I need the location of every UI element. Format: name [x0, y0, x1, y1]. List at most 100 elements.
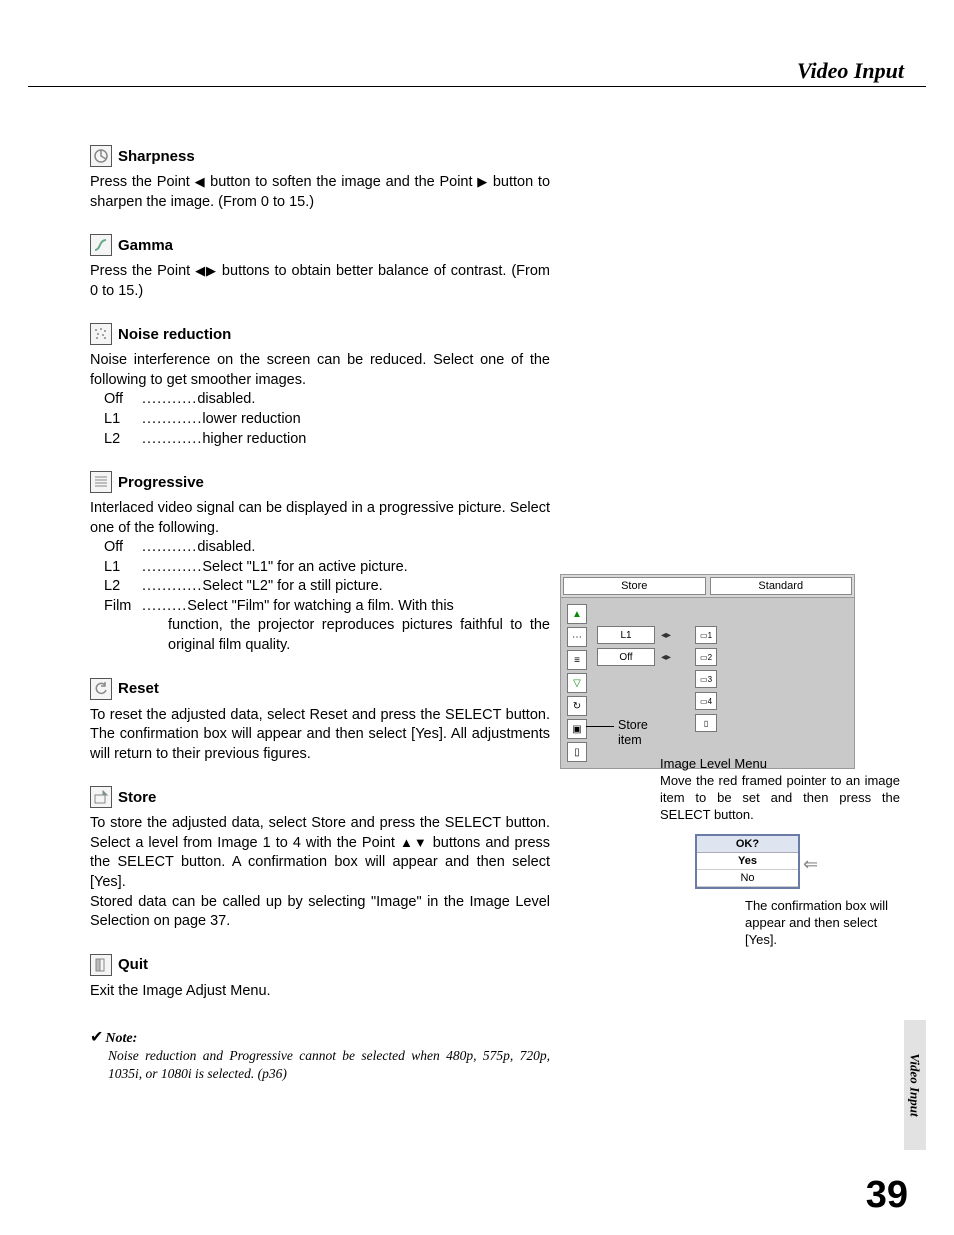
opt-key: L2 [104, 430, 142, 450]
up-arrow-icon[interactable]: ▲ [567, 604, 587, 624]
fig1-caption: Image Level Menu Move the red framed poi… [660, 756, 900, 824]
section-progressive: Progressive Interlaced video signal can … [90, 471, 550, 656]
caption-title: Image Level Menu [660, 756, 900, 773]
opt-val: Select "Film" for watching a film. With … [187, 597, 454, 617]
image-4-icon[interactable]: ▭4 [695, 692, 717, 710]
section-reset: Reset To reset the adjusted data, select… [90, 678, 550, 765]
progressive-icon [90, 471, 112, 493]
opt-val: Select "L2" for a still picture. [202, 577, 382, 597]
ud-arrow-glyph: ▲▼ [400, 835, 428, 850]
pointer-arrow-icon: ⇐ [803, 854, 818, 875]
header-rule [28, 86, 926, 87]
progressive-title: Progressive [118, 474, 204, 491]
gamma-title: Gamma [118, 237, 173, 254]
noise-opt: L2............higher reduction [104, 430, 550, 450]
noise-opt: L1............lower reduction [104, 410, 550, 430]
figure-store-menu: Store Standard ▲ ⋯ ≡ ▽ ↻ ▣ ▯ L1 ◂▸ Off ◂… [560, 574, 855, 769]
reset-mini-icon[interactable]: ↻ [567, 696, 587, 716]
right-arrow-glyph: ▶ [477, 174, 488, 189]
store-mini-icon[interactable]: ▣ [567, 719, 587, 739]
note-head: Note: [105, 1031, 137, 1046]
opt-dots: ........... [142, 538, 197, 558]
section-sharpness: Sharpness Press the Point ◀ button to so… [90, 145, 550, 212]
callout-text: item [618, 733, 648, 748]
noise-opt: Off...........disabled. [104, 390, 550, 410]
quit-body: Exit the Image Adjust Menu. [90, 982, 550, 1002]
prog-opt: Film.........Select "Film" for watching … [104, 597, 550, 617]
page-number: 39 [866, 1174, 908, 1217]
noise-icon [90, 323, 112, 345]
tab-store[interactable]: Store [563, 577, 706, 595]
sharpness-title: Sharpness [118, 148, 195, 165]
prog-opt: L2............Select "L2" for a still pi… [104, 577, 550, 597]
side-tab: Video Input [904, 1020, 926, 1150]
val-l1[interactable]: L1 [597, 626, 655, 644]
store-tab-bar: Store Standard [560, 574, 855, 598]
fig2-caption: The confirmation box will appear and the… [745, 898, 910, 949]
text: Press the Point [90, 174, 195, 190]
section-gamma: Gamma Press the Point ◀▶ buttons to obta… [90, 234, 550, 301]
side-tab-label: Video Input [907, 1053, 923, 1116]
check-icon: ✔ [90, 1029, 103, 1046]
callout-line [586, 726, 614, 727]
quit-mini-icon[interactable]: ▯ [567, 742, 587, 762]
opt-dots: ............ [142, 430, 202, 450]
opt-key: L1 [104, 410, 142, 430]
opt-val: disabled. [197, 538, 255, 558]
left-arrow-glyph: ◀ [195, 174, 206, 189]
tab-standard[interactable]: Standard [710, 577, 853, 595]
opt-val: lower reduction [202, 410, 300, 430]
image-1-icon[interactable]: ▭1 [695, 626, 717, 644]
gamma-body: Press the Point ◀▶ buttons to obtain bet… [90, 262, 550, 301]
sharpness-icon [90, 145, 112, 167]
noise-mini-icon[interactable]: ⋯ [567, 627, 587, 647]
down-arrow-icon[interactable]: ▽ [567, 673, 587, 693]
text: Press the Point [90, 263, 195, 279]
opt-key: Film [104, 597, 142, 617]
note-body: Noise reduction and Progressive cannot b… [90, 1047, 550, 1083]
prog-opt: Off...........disabled. [104, 538, 550, 558]
image-quit-icon[interactable]: ▯ [695, 714, 717, 732]
noise-intro: Noise interference on the screen can be … [90, 351, 550, 390]
opt-dots: ............ [142, 558, 202, 578]
caption-body: Move the red framed pointer to an image … [660, 773, 900, 824]
store-icon [90, 786, 112, 808]
store-body-2: Stored data can be called up by selectin… [90, 893, 550, 932]
opt-val: higher reduction [202, 430, 306, 450]
ok-no[interactable]: No [697, 870, 798, 887]
text: button to soften the image and the Point [205, 174, 477, 190]
progressive-options: Off...........disabled. L1............Se… [90, 538, 550, 616]
left-icon-strip: ▲ ⋯ ≡ ▽ ↻ ▣ ▯ [567, 604, 587, 762]
reset-title: Reset [118, 680, 159, 697]
lr-arrows-icon[interactable]: ◂▸ [658, 652, 671, 663]
opt-key: L1 [104, 558, 142, 578]
opt-dots: ............ [142, 410, 202, 430]
opt-key: Off [104, 390, 142, 410]
opt-key: L2 [104, 577, 142, 597]
progressive-mini-icon[interactable]: ≡ [567, 650, 587, 670]
note-block: ✔Note: Noise reduction and Progressive c… [90, 1027, 550, 1083]
lr-arrows-icon[interactable]: ◂▸ [658, 630, 671, 641]
opt-key: Off [104, 538, 142, 558]
film-continuation: function, the projector reproduces pictu… [90, 616, 550, 655]
store-item-callout: Store item [618, 718, 648, 748]
store-body: To store the adjusted data, select Store… [90, 814, 550, 892]
reset-body: To reset the adjusted data, select Reset… [90, 706, 550, 765]
page-header-title: Video Input [797, 58, 904, 84]
quit-icon [90, 954, 112, 976]
noise-title: Noise reduction [118, 326, 231, 343]
val-off[interactable]: Off [597, 648, 655, 666]
reset-icon [90, 678, 112, 700]
store-menu-body: ▲ ⋯ ≡ ▽ ↻ ▣ ▯ L1 ◂▸ Off ◂▸ ▭1 ▭2 ▭3 ▭4 ▯ [560, 598, 855, 769]
callout-text: Store [618, 718, 648, 733]
prog-opt: L1............Select "L1" for an active … [104, 558, 550, 578]
image-2-icon[interactable]: ▭2 [695, 648, 717, 666]
section-store: Store To store the adjusted data, select… [90, 786, 550, 931]
section-noise: Noise reduction Noise interference on th… [90, 323, 550, 449]
store-title: Store [118, 789, 156, 806]
progressive-intro: Interlaced video signal can be displayed… [90, 499, 550, 538]
ok-yes[interactable]: Yes [697, 853, 798, 870]
image-3-icon[interactable]: ▭3 [695, 670, 717, 688]
val-row-2: Off ◂▸ [597, 648, 671, 666]
opt-dots: ......... [142, 597, 187, 617]
